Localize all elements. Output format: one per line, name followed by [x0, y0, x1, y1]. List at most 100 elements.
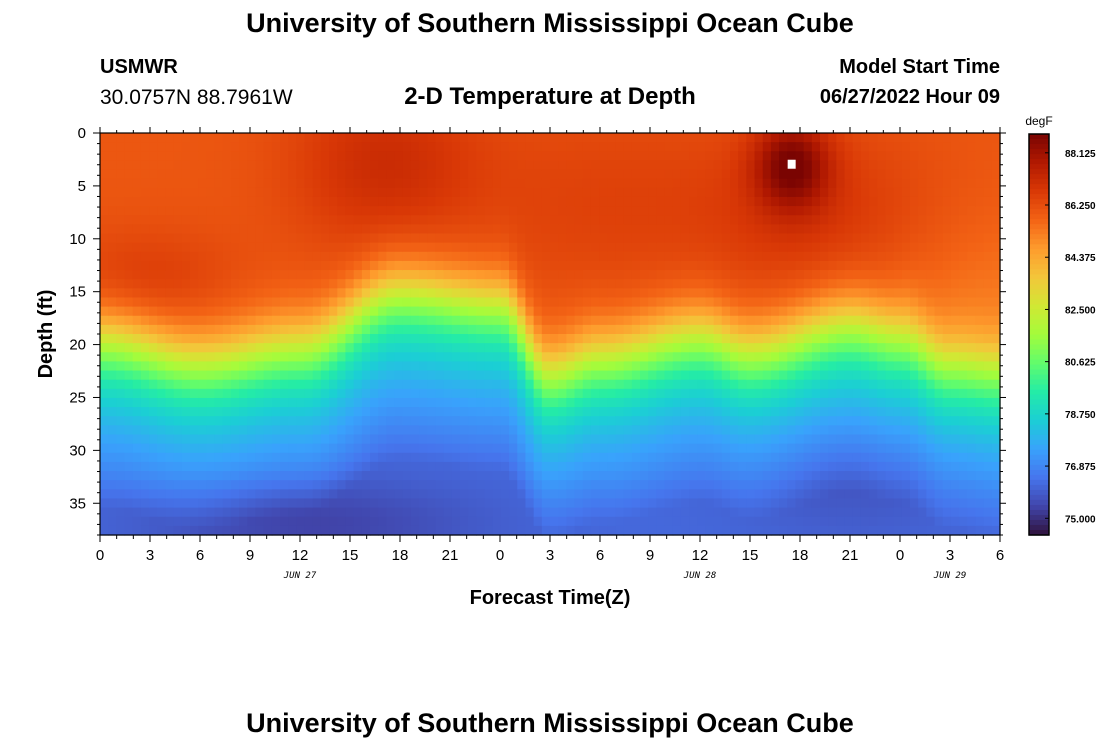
heatmap-cell	[222, 133, 232, 143]
heatmap-cell	[975, 178, 985, 189]
heatmap-cell	[844, 471, 854, 481]
heatmap-cell	[983, 297, 993, 308]
heatmap-cell	[378, 352, 387, 363]
heatmap-cell	[361, 215, 371, 225]
heatmap-cell	[124, 388, 134, 399]
heatmap-cell	[304, 443, 314, 454]
heatmap-cell	[738, 160, 747, 171]
heatmap-cell	[762, 260, 772, 271]
heatmap-cell	[206, 507, 216, 518]
heatmap-cell	[165, 397, 175, 408]
heatmap-cell	[656, 196, 666, 207]
heatmap-cell	[787, 443, 797, 454]
heatmap-cell	[770, 407, 780, 417]
heatmap-cell	[468, 343, 477, 353]
heatmap-cell	[476, 160, 486, 171]
heatmap-cell	[836, 297, 846, 308]
heatmap-cell	[149, 324, 158, 335]
heatmap-cell	[680, 489, 690, 500]
heatmap-cell	[574, 416, 584, 426]
heatmap-cell	[280, 133, 289, 143]
heatmap-cell	[615, 169, 625, 180]
heatmap-cell	[803, 498, 813, 509]
heatmap-cell	[230, 370, 240, 381]
heatmap-cell	[590, 187, 600, 198]
heatmap-cell	[893, 288, 903, 299]
heatmap-cell	[705, 279, 715, 289]
heatmap-cell	[525, 260, 535, 271]
heatmap-cell	[942, 279, 952, 289]
heatmap-cell	[288, 215, 297, 225]
heatmap-cell	[893, 315, 903, 326]
heatmap-cell	[820, 260, 829, 271]
heatmap-cell	[599, 206, 608, 216]
heatmap-cell	[271, 352, 281, 363]
heatmap-cell	[623, 525, 633, 536]
heatmap-cell	[443, 397, 453, 408]
heatmap-cell	[206, 407, 216, 417]
heatmap-cell	[509, 434, 518, 445]
heatmap-cell	[165, 525, 175, 536]
heatmap-cell	[550, 270, 559, 280]
heatmap-cell	[419, 242, 428, 253]
heatmap-cell	[844, 315, 854, 326]
heatmap-cell	[550, 206, 559, 216]
heatmap-cell	[942, 233, 952, 244]
heatmap-cell	[320, 297, 330, 308]
heatmap-cell	[206, 224, 216, 235]
heatmap-cell	[484, 206, 494, 216]
heatmap-cell	[484, 133, 494, 143]
heatmap-cell	[852, 297, 862, 308]
heatmap-cell	[353, 151, 363, 162]
heatmap-cell	[329, 343, 338, 353]
heatmap-cell	[795, 324, 805, 335]
heatmap-cell	[239, 388, 248, 399]
heatmap-cell	[967, 187, 977, 198]
heatmap-cell	[893, 443, 903, 454]
heatmap-cell	[173, 196, 183, 207]
y-tick-label: 10	[69, 231, 86, 248]
heatmap-cell	[157, 324, 167, 335]
heatmap-cell	[402, 416, 412, 426]
heatmap-cell	[950, 187, 960, 198]
heatmap-cell	[288, 388, 297, 399]
heatmap-cell	[173, 315, 183, 326]
heatmap-cell	[476, 461, 486, 472]
heatmap-cell	[140, 297, 150, 308]
heatmap-cell	[582, 498, 592, 509]
heatmap-cell	[443, 480, 453, 490]
heatmap-cell	[820, 215, 829, 225]
heatmap-cell	[386, 324, 396, 335]
heatmap-cell	[680, 151, 690, 162]
heatmap-cell	[263, 388, 273, 399]
heatmap-cell	[705, 169, 715, 180]
heatmap-cell	[206, 233, 216, 244]
heatmap-cell	[680, 443, 690, 454]
heatmap-cell	[476, 224, 486, 235]
heatmap-cell	[337, 242, 347, 253]
heatmap-cell	[844, 215, 854, 225]
heatmap-cell	[664, 343, 674, 353]
heatmap-cell	[419, 142, 428, 152]
heatmap-cell	[280, 288, 289, 299]
heatmap-cell	[451, 507, 461, 518]
heatmap-cell	[656, 142, 666, 152]
heatmap-cell	[108, 516, 117, 527]
heatmap-cell	[345, 471, 355, 481]
heatmap-cell	[901, 388, 911, 399]
heatmap-cell	[656, 388, 666, 399]
heatmap-cell	[623, 315, 633, 326]
heatmap-cell	[779, 215, 788, 225]
heatmap-cell	[934, 187, 944, 198]
x-tick-label: 15	[742, 547, 759, 564]
heatmap-cell	[738, 361, 747, 372]
heatmap-cell	[451, 306, 461, 317]
heatmap-cell	[705, 206, 715, 216]
x-tick-label: 21	[842, 547, 859, 564]
heatmap-cell	[590, 480, 600, 490]
heatmap-cell	[566, 370, 576, 381]
heatmap-cell	[746, 242, 756, 253]
heatmap-cell	[410, 233, 420, 244]
heatmap-cell	[705, 324, 715, 335]
heatmap-cell	[255, 489, 265, 500]
